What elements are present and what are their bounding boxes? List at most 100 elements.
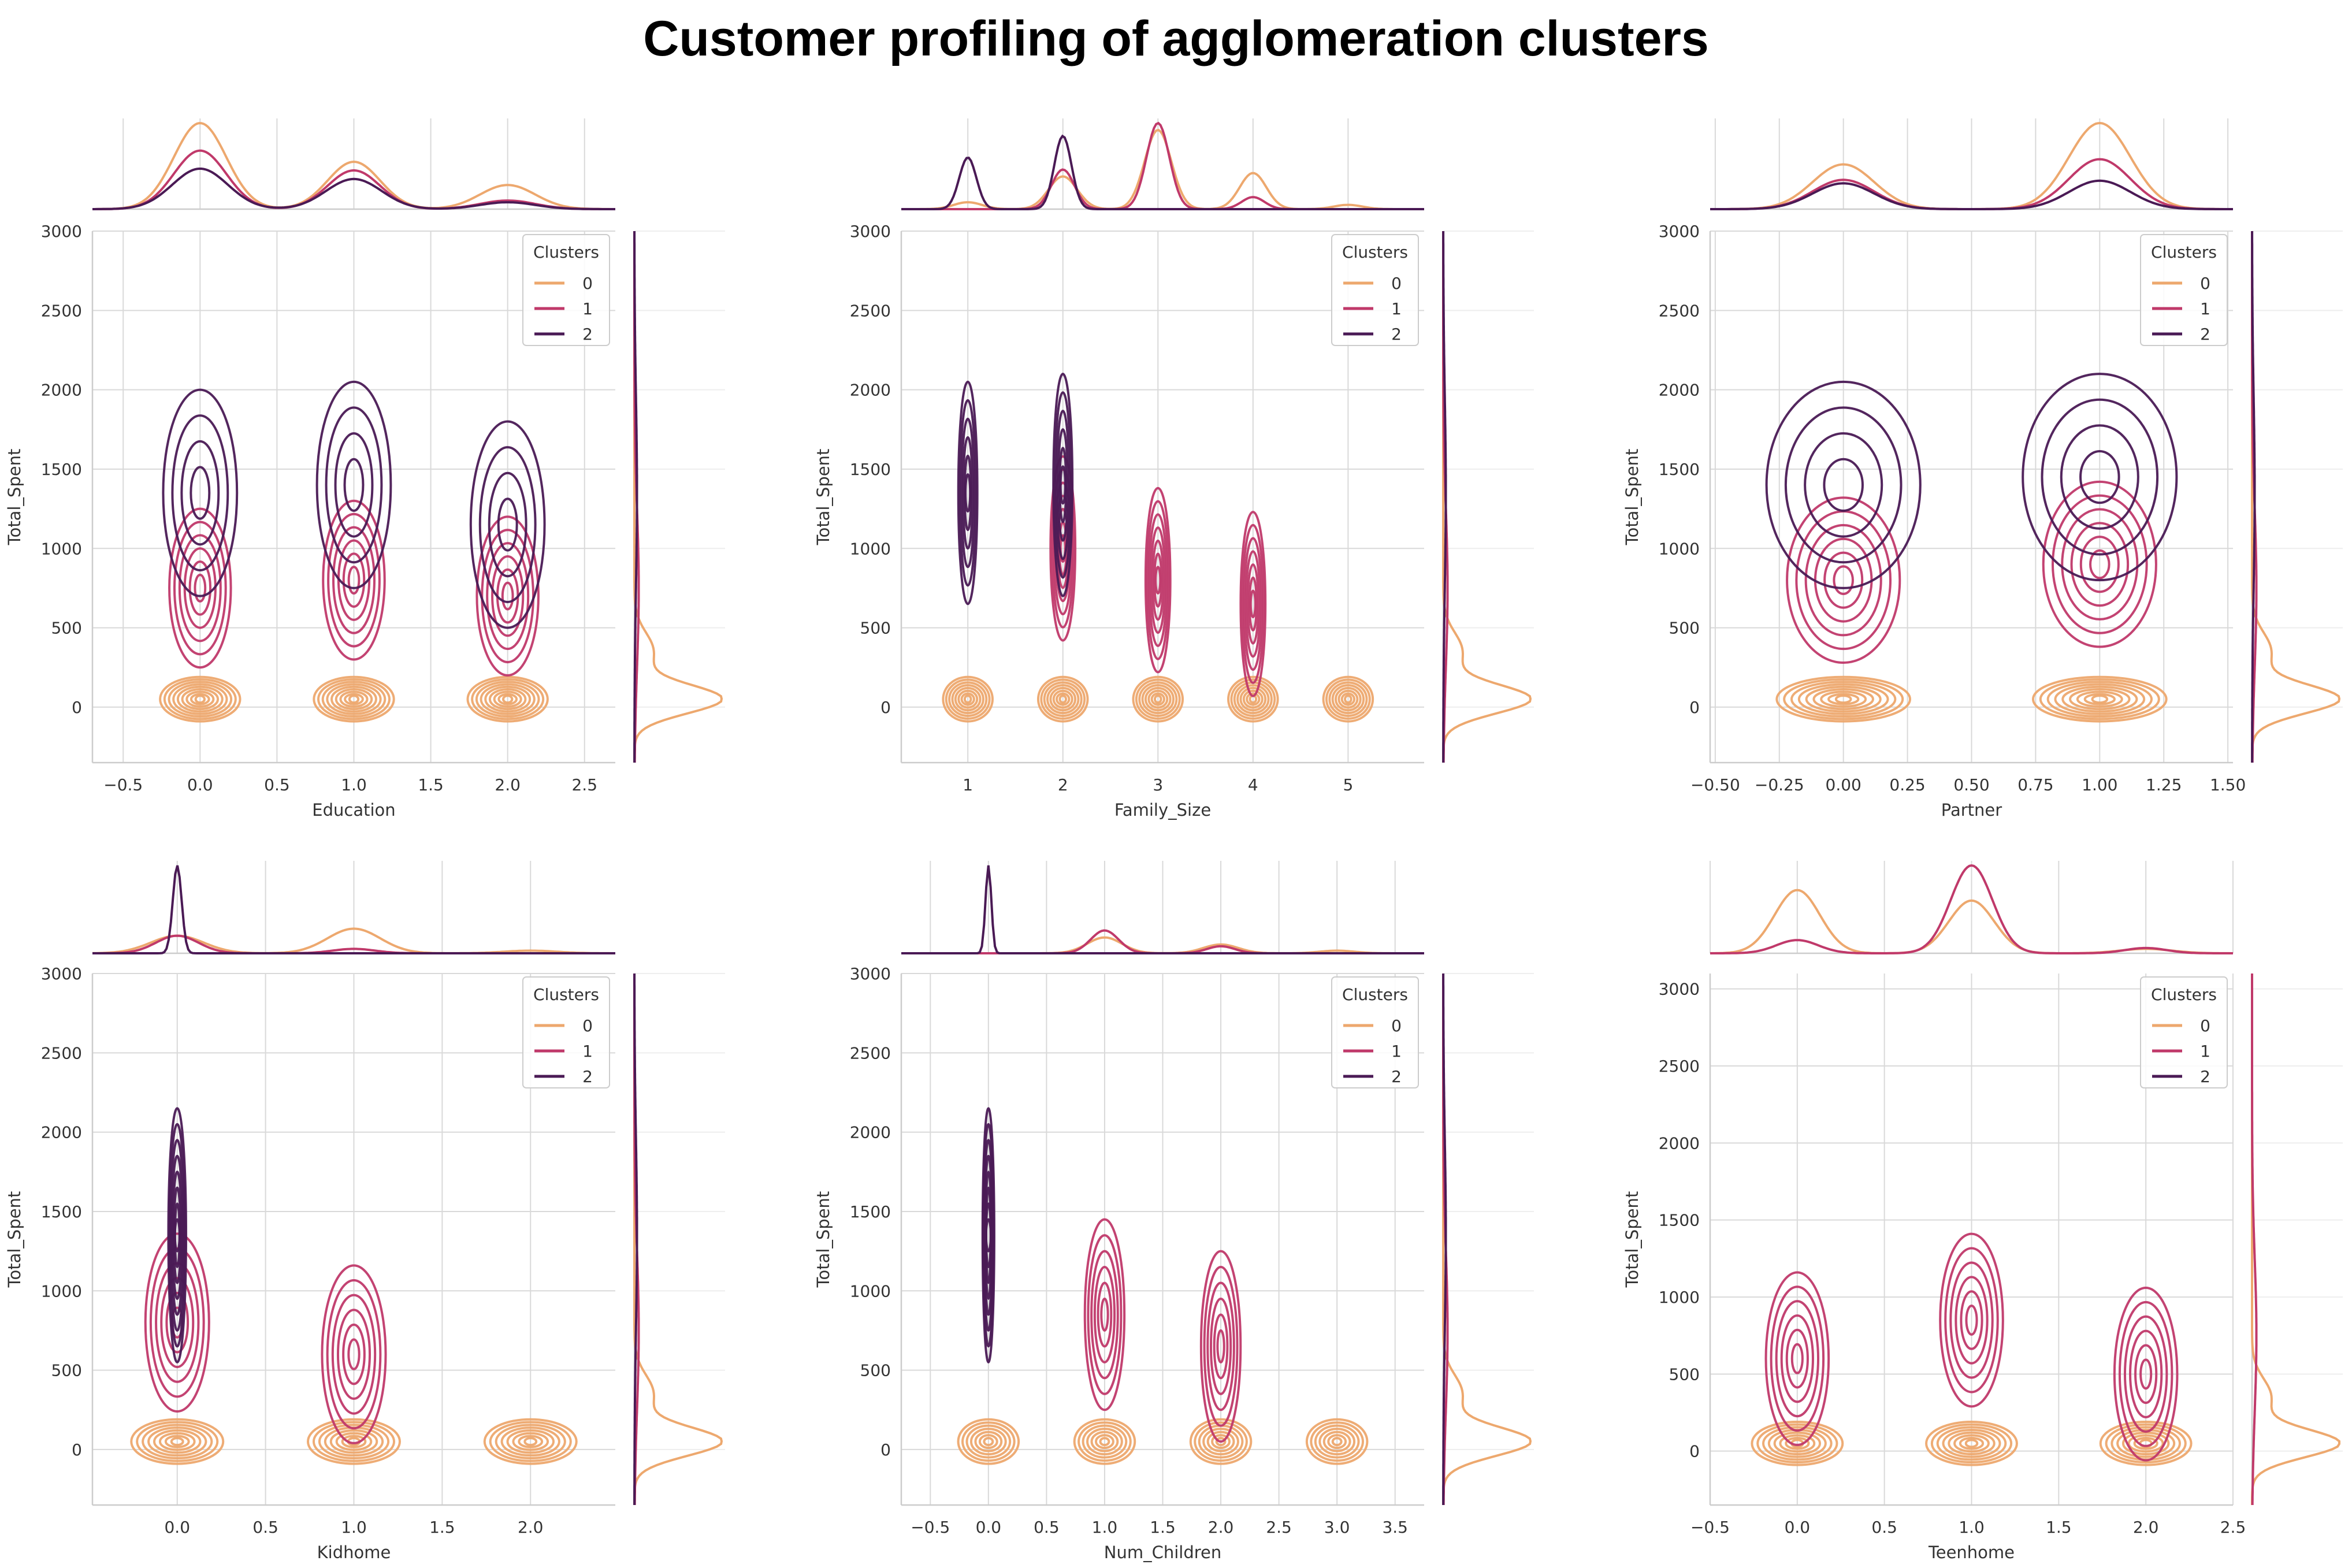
kde-contour-cluster-0 <box>1318 1428 1356 1456</box>
legend-label-cluster-2: 2 <box>1391 1067 1402 1086</box>
kde-contour-cluster-0 <box>2039 678 2160 720</box>
joint-plot-2: 1 2 3 4 5 0 500 1000 1500 2000 2500 3000 Family_Size… <box>813 118 1534 820</box>
y-tick-label: 2500 <box>1659 1057 1700 1076</box>
kde-contour-cluster-0 <box>1144 686 1172 712</box>
kde-contour-cluster-0 <box>1327 1434 1347 1450</box>
kde-contour-cluster-0 <box>1930 1423 2013 1463</box>
x-tick-label: 0.0 <box>1785 1518 1811 1537</box>
x-tick-label: 2.0 <box>1208 1518 1234 1537</box>
x-tick-label: 0.25 <box>1889 775 1925 794</box>
kde-contour-cluster-0 <box>1790 681 1897 718</box>
legend-box <box>1331 976 1419 1088</box>
kde-contour-cluster-0 <box>497 693 518 705</box>
x-tick-label: 1.5 <box>429 1518 455 1537</box>
kde-contour-cluster-1 <box>332 526 376 634</box>
x-tick-label: 2 <box>1058 775 1068 794</box>
kde-contour-cluster-0 <box>1964 1439 1979 1448</box>
x-tick-label: −0.5 <box>103 775 143 794</box>
kde-contour-cluster-2 <box>469 420 546 629</box>
x-tick-label: 0.0 <box>976 1518 1002 1537</box>
x-tick-label: 2.5 <box>1266 1518 1292 1537</box>
kde-contour-cluster-0 <box>329 1429 378 1454</box>
x-tick-label: 1.5 <box>1150 1518 1176 1537</box>
kde-contour-cluster-0 <box>1046 684 1080 715</box>
kde-contour-cluster-0 <box>1206 1430 1235 1452</box>
kde-contour-cluster-1 <box>2113 1287 2179 1462</box>
x-tick-label: 1.5 <box>418 775 444 794</box>
kde-contour-cluster-1 <box>1804 523 1882 637</box>
legend-label-cluster-2: 2 <box>2200 325 2210 344</box>
kde-contour-cluster-2 <box>1823 458 1864 512</box>
kde-contour-cluster-1 <box>491 555 525 637</box>
kde-contour-cluster-0 <box>158 1432 196 1451</box>
kde-contour-cluster-0 <box>1099 1437 1110 1447</box>
kde-contour-cluster-0 <box>190 693 210 705</box>
kde-contour-cluster-1 <box>2089 549 2111 579</box>
x-tick-label: 0.00 <box>1826 775 1861 794</box>
kde-contour-cluster-1 <box>1216 1329 1225 1363</box>
legend-label-cluster-0: 0 <box>582 274 593 293</box>
marginal-y-density-cluster-0 <box>2251 974 2340 1505</box>
joint-plot-1: −0.5 0.0 0.5 1.0 1.5 2.0 2.5 0 500 1000 1500 2000 25… <box>5 118 725 820</box>
legend-label-cluster-2: 2 <box>1391 325 1402 344</box>
kde-contour-cluster-0 <box>1073 1418 1136 1465</box>
kde-contour-cluster-0 <box>1090 1430 1119 1452</box>
kde-contour-cluster-0 <box>2127 1434 2164 1453</box>
kde-contour-cluster-0 <box>2091 694 2109 704</box>
x-tick-label: −0.5 <box>911 1518 950 1537</box>
kde-contour-cluster-0 <box>948 681 988 717</box>
kde-contour-cluster-0 <box>142 1424 213 1459</box>
y-tick-label: 1500 <box>1659 1211 1700 1230</box>
x-axis-label: Num_Children <box>1104 1543 1221 1562</box>
kde-contour-cluster-0 <box>954 686 982 712</box>
kde-contour-cluster-0 <box>493 690 522 708</box>
kde-contour-cluster-1 <box>168 507 232 669</box>
kde-contour-cluster-0 <box>1150 692 1165 706</box>
kde-contour-cluster-1 <box>1965 1305 1978 1336</box>
y-tick-label: 500 <box>860 1361 891 1380</box>
kde-contour-cluster-1 <box>2070 522 2130 607</box>
y-axis-label: Total_Spent <box>813 1191 833 1288</box>
kde-contour-cluster-0 <box>170 1437 184 1447</box>
kde-contour-cluster-1 <box>342 1323 366 1385</box>
kde-contour-cluster-0 <box>1239 686 1267 712</box>
kde-contour-cluster-0 <box>1086 1428 1123 1456</box>
x-tick-label: 4 <box>1248 775 1258 794</box>
kde-contour-cluster-0 <box>1246 692 1261 706</box>
kde-contour-cluster-0 <box>1773 1431 1822 1455</box>
kde-contour-cluster-1 <box>149 1247 205 1398</box>
y-tick-label: 2000 <box>41 381 82 400</box>
y-axis-label: Total_Spent <box>813 449 833 546</box>
legend-title: Clusters <box>533 985 599 1004</box>
joint-plot-6: −0.5 0.0 0.5 1.0 1.5 2.0 2.5 0 500 1000 1500 2000 25… <box>1622 861 2343 1562</box>
kde-contour-cluster-2 <box>1765 380 1922 589</box>
kde-contour-cluster-1 <box>144 1232 210 1413</box>
kde-contour-cluster-2 <box>1059 465 1067 505</box>
x-tick-label: 2.5 <box>571 775 597 794</box>
kde-contour-cluster-0 <box>480 683 536 715</box>
kde-contour-cluster-0 <box>317 678 391 720</box>
y-tick-label: 2500 <box>41 301 82 320</box>
kde-contour-cluster-0 <box>1325 678 1371 720</box>
kde-contour-cluster-0 <box>172 683 228 715</box>
x-tick-label: 2.0 <box>518 1518 544 1537</box>
kde-contour-cluster-0 <box>163 678 237 720</box>
kde-contour-cluster-0 <box>945 678 991 720</box>
kde-contour-cluster-0 <box>963 694 972 704</box>
y-tick-label: 500 <box>1669 619 1700 638</box>
kde-contour-cluster-0 <box>185 690 215 708</box>
x-axis-label: Education <box>312 800 395 820</box>
kde-contour-cluster-1 <box>1151 539 1165 621</box>
x-tick-label: 0.0 <box>187 775 213 794</box>
x-tick-label: 1.50 <box>2210 775 2246 794</box>
kde-contour-cluster-1 <box>2129 1329 2163 1418</box>
x-tick-label: 2.5 <box>2220 1518 2246 1537</box>
y-axis-label: Total_Spent <box>1622 1191 1642 1288</box>
kde-contour-cluster-1 <box>1199 1250 1242 1443</box>
kde-contour-cluster-0 <box>1077 1421 1132 1462</box>
kde-contour-cluster-0 <box>2133 1437 2158 1450</box>
kde-contour-cluster-1 <box>1090 1250 1119 1380</box>
kde-contour-cluster-0 <box>518 1435 544 1448</box>
y-tick-label: 1000 <box>41 1281 82 1301</box>
kde-contour-cluster-0 <box>1147 689 1169 709</box>
